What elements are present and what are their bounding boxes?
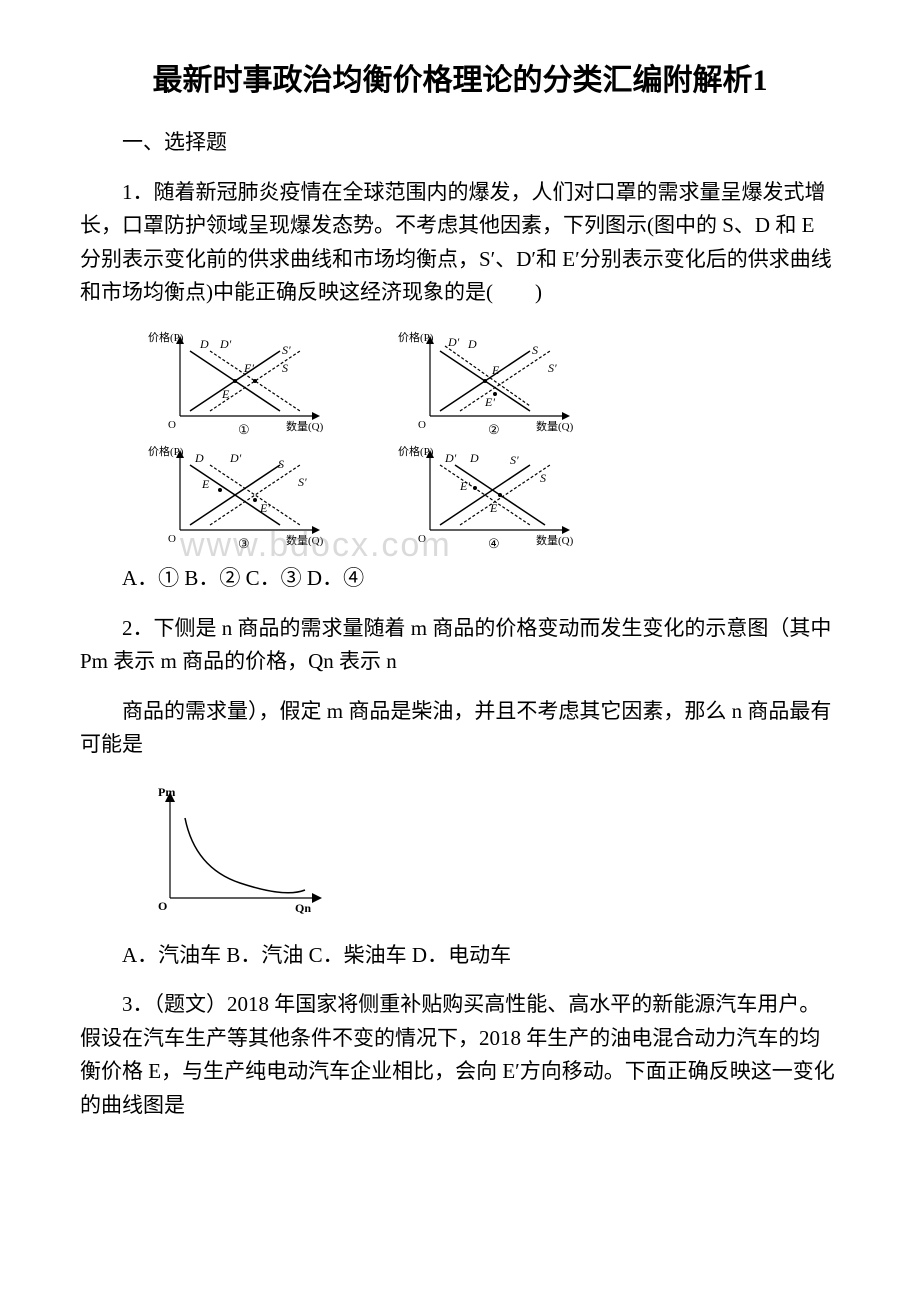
x-axis-label-qn: Qn [295, 901, 311, 915]
s-label: S [282, 361, 288, 375]
dp-label: D' [444, 451, 457, 465]
e-label: E [489, 501, 498, 515]
section-heading: 一、选择题 [80, 126, 840, 160]
y-axis-label-pm: Pm [158, 785, 175, 799]
d-label: D [199, 337, 209, 351]
e-label: E [491, 363, 500, 377]
sp-label: S' [282, 343, 291, 357]
axis-origin: O [168, 419, 176, 431]
axis-origin: O [158, 899, 167, 913]
s-label: S [532, 343, 538, 357]
d-label: D [194, 451, 204, 465]
axis-label-quantity: 数量(Q) [286, 534, 324, 547]
ep-label: E' [459, 479, 470, 493]
axis-label-quantity: 数量(Q) [536, 420, 574, 433]
q2-text-1: 2．下侧是 n 商品的需求量随着 m 商品的价格变动而发生变化的示意图（其中 P… [80, 612, 840, 679]
sp-label: S' [548, 361, 557, 375]
dp-label: D' [447, 335, 460, 349]
ep-label: E' [243, 361, 254, 375]
ep-label: E' [484, 395, 495, 409]
dp-label: D' [219, 337, 232, 351]
sp-label: S' [510, 453, 519, 467]
q2-options: A．汽油车 B．汽油 C．柴油车 D．电动车 [80, 939, 840, 973]
s-label: S [278, 457, 284, 471]
e-label: E [221, 387, 230, 401]
d-label: D [469, 451, 479, 465]
circle-num-2: ② [488, 422, 500, 436]
page-title: 最新时事政治均衡价格理论的分类汇编附解析1 [80, 60, 840, 102]
dp-label: D' [229, 451, 242, 465]
axis-label-quantity: 数量(Q) [286, 420, 324, 433]
q1-options: A．① B．② C．③ D．④ [80, 562, 840, 596]
chart-panel-2: 价格(P) O 数量(Q) D' D S S' E E' ② [390, 326, 610, 436]
axis-origin: O [168, 533, 176, 545]
q2-text-2: 商品的需求量），假定 m 商品是柴油，并且不考虑其它因素，那么 n 商品最有可能… [80, 695, 840, 762]
s-label: S [540, 471, 546, 485]
axis-origin: O [418, 533, 426, 545]
q1-text: 1．随着新冠肺炎疫情在全球范围内的爆发，人们对口罩的需求量呈爆发式增长，口罩防护… [80, 176, 840, 310]
q3-text: 3．（题文）2018 年国家将侧重补贴购买高性能、高水平的新能源汽车用户。假设在… [80, 988, 840, 1122]
axis-origin: O [418, 419, 426, 431]
circle-num-1: ① [238, 422, 250, 436]
chart-grid-q1: 价格(P) O 数量(Q) D D' S' S E' E ① [140, 326, 840, 550]
chart-panel-4: www.bdocx.com 价格(P) O 数量(Q) D' D S' S E'… [390, 440, 610, 550]
circle-num-3: ③ [238, 536, 250, 550]
chart-panel-3: 价格(P) O 数量(Q) D D' S S' E E' ③ [140, 440, 360, 550]
chart-panel-1: 价格(P) O 数量(Q) D D' S' S E' E ① [140, 326, 360, 436]
axis-label-quantity: 数量(Q) [536, 534, 574, 547]
ep-label: E' [259, 501, 270, 515]
circle-num-4: ④ [488, 536, 500, 550]
sp-label: S' [298, 475, 307, 489]
d-label: D [467, 337, 477, 351]
e-label: E [201, 477, 210, 491]
chart-q2: Pm O Qn [140, 778, 840, 929]
